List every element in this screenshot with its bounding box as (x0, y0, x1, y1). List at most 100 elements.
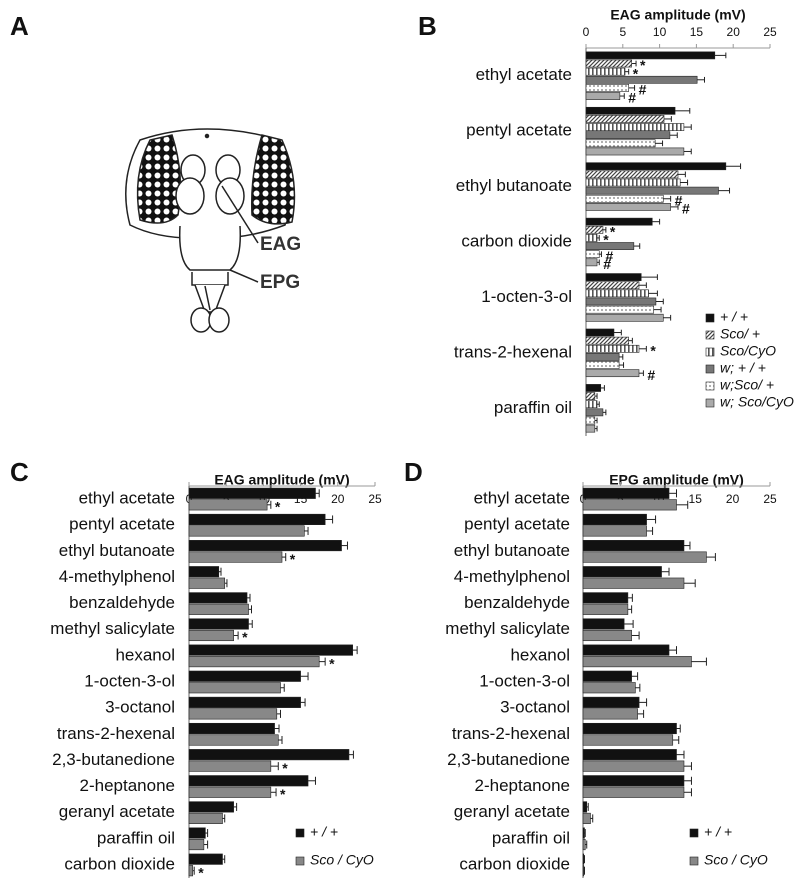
category-label: paraffin oil (494, 398, 572, 417)
error-bar (670, 204, 679, 210)
error-bar (635, 683, 641, 692)
bar (582, 618, 625, 630)
bar (582, 734, 674, 746)
error-bar (683, 541, 691, 550)
error-bar (646, 526, 654, 535)
bar (188, 801, 234, 813)
axis-title: EAG amplitude (mV) (214, 472, 349, 488)
error-bar (597, 235, 600, 241)
error-bar (633, 243, 641, 249)
legend-swatch (295, 856, 305, 866)
bar (188, 670, 301, 682)
error-bar (352, 646, 358, 655)
error-bar (641, 274, 658, 280)
bar (585, 313, 664, 322)
significance-mark: # (639, 82, 647, 98)
error-bar (655, 298, 664, 305)
error-bar (624, 619, 634, 629)
error-bar (300, 672, 309, 681)
significance-mark: * (603, 232, 609, 248)
error-bar (583, 855, 585, 864)
legend-swatch (705, 347, 715, 357)
category-label: pentyl acetate (69, 515, 175, 534)
bar (582, 838, 586, 851)
x-tick-label: 20 (726, 492, 740, 506)
bar (582, 629, 632, 642)
error-bar (676, 724, 681, 733)
bar (582, 801, 588, 813)
error-bar (348, 750, 354, 759)
x-tick-label: 5 (617, 492, 624, 506)
error-bar (597, 259, 600, 266)
category-label: 2,3-butanedione (447, 750, 570, 769)
error-bar (248, 605, 252, 614)
error-bar (341, 541, 348, 550)
error-bar (218, 567, 222, 576)
error-bar (625, 68, 630, 75)
x-tick-label: 10 (653, 25, 667, 39)
x-tick-label: 25 (763, 492, 777, 506)
error-bar (691, 657, 707, 666)
category-label: trans-2-hexenal (454, 342, 572, 361)
error-bar (590, 814, 594, 823)
fly-head-diagram (125, 128, 296, 333)
error-bar (669, 489, 677, 498)
bar (585, 416, 596, 425)
x-tick-label: 5 (223, 492, 230, 506)
error-bar (683, 579, 696, 588)
error-bar (222, 814, 226, 823)
error-bar (655, 140, 664, 147)
bar (585, 408, 604, 417)
significance-mark: * (633, 65, 639, 81)
error-bar (661, 567, 670, 576)
x-tick-label: 0 (186, 492, 193, 506)
bar (585, 131, 671, 140)
x-tick-label: 25 (368, 492, 382, 506)
category-label: methyl salicylate (50, 619, 175, 638)
error-bar (247, 593, 251, 602)
bar (585, 217, 653, 226)
error-bar (638, 345, 647, 352)
x-tick-label: 25 (763, 25, 777, 39)
error-bar (638, 282, 647, 289)
error-bar (648, 290, 658, 297)
x-tick-label: 0 (580, 492, 587, 506)
bar (188, 749, 350, 761)
significance-mark: * (280, 786, 286, 802)
legend-label: w; Sco/CyO (720, 394, 794, 410)
category-label: 2-heptanone (475, 776, 570, 795)
bar (585, 369, 640, 378)
significance-mark: # (647, 367, 655, 383)
significance-mark: * (640, 57, 646, 73)
bar (582, 499, 677, 511)
bar (585, 273, 642, 281)
error-bar (274, 724, 280, 733)
legend-label: w;Sco/ + (720, 377, 774, 393)
category-label: paraffin oil (97, 828, 175, 847)
category-label: carbon dioxide (64, 854, 175, 873)
bar (585, 384, 602, 392)
bar (582, 644, 670, 656)
error-bar (276, 709, 282, 718)
category-label: ethyl butanoate (59, 541, 175, 560)
bar (188, 566, 220, 578)
bar (582, 670, 632, 682)
error-bar (270, 762, 279, 771)
error-bar (631, 631, 640, 640)
bar (582, 760, 685, 772)
category-label: 3-octanol (500, 698, 570, 717)
bar (585, 305, 655, 314)
legend-swatch (689, 856, 699, 866)
bar (188, 865, 194, 877)
error-bar (631, 672, 639, 681)
bar (585, 344, 640, 353)
legend-label: + / + (310, 824, 338, 840)
error-bar (594, 425, 598, 432)
category-label: ethyl acetate (79, 489, 175, 508)
x-tick-label: 20 (727, 25, 741, 39)
legend-label: + / + (720, 309, 748, 325)
bar (585, 258, 598, 267)
bar (188, 487, 316, 499)
error-bar (594, 393, 598, 399)
